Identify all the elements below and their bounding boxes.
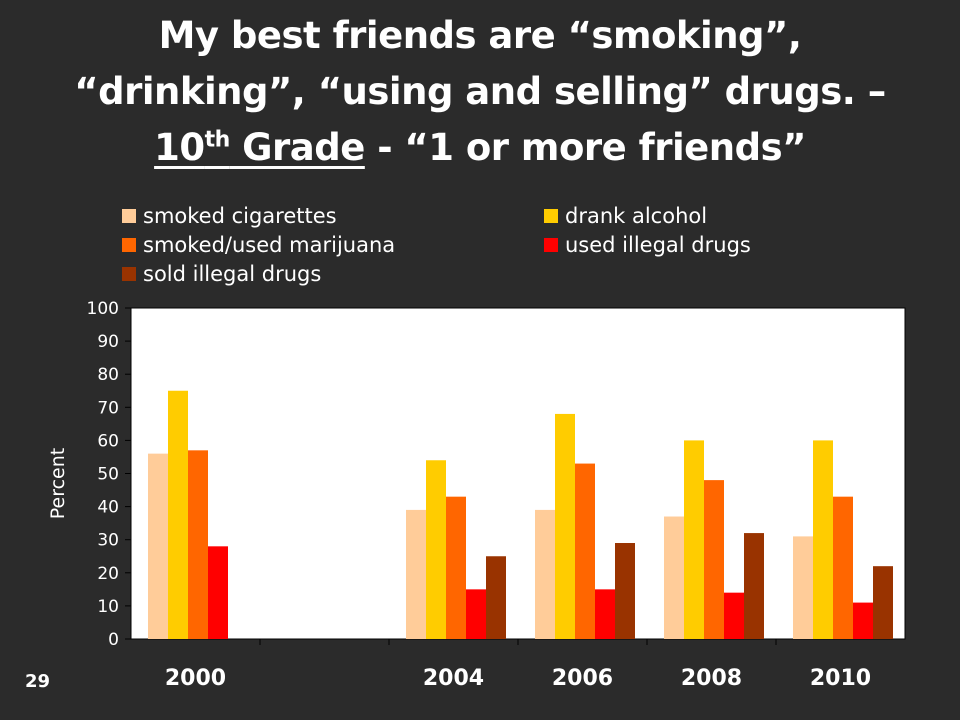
- legend-swatch-smoked-cigarettes: [122, 209, 136, 223]
- title-grade-word: Grade: [229, 126, 365, 169]
- bar-used-illegal-drugs-2008: [724, 592, 744, 639]
- y-tick-label: 20: [97, 564, 119, 584]
- y-tick-label: 60: [97, 431, 119, 451]
- bar-drank-alcohol-2004: [426, 460, 446, 639]
- bar-smoked-used-marijuana-2010: [833, 496, 853, 639]
- bar-smoked-cigarettes-2004: [406, 509, 426, 639]
- bar-sold-illegal-drugs-2010: [873, 566, 893, 639]
- bar-drank-alcohol-2010: [813, 440, 833, 639]
- legend-item-drank-alcohol: drank alcohol: [544, 204, 707, 228]
- title-grade: 10th Grade: [154, 126, 365, 169]
- legend-swatch-used-illegal-drugs: [544, 238, 558, 252]
- legend-swatch-smoked-used-marijuana: [122, 238, 136, 252]
- title-line-2: “drinking”, “using and selling” drugs. –: [74, 70, 886, 113]
- y-tick-label: 100: [87, 299, 119, 319]
- legend-label-smoked-cigarettes: smoked cigarettes: [143, 204, 337, 228]
- title-grade-suffix: th: [204, 127, 231, 153]
- bar-smoked-cigarettes-2008: [664, 516, 684, 639]
- bar-smoked-used-marijuana-2000: [188, 450, 208, 639]
- slide-title: My best friends are “smoking”, “drinking…: [0, 8, 960, 176]
- bar-smoked-cigarettes-2010: [793, 536, 813, 639]
- bar-smoked-used-marijuana-2006: [575, 463, 595, 639]
- y-tick-label: 90: [97, 332, 119, 352]
- legend-label-smoked-used-marijuana: smoked/used marijuana: [143, 233, 396, 257]
- legend-item-sold-illegal-drugs: sold illegal drugs: [122, 262, 321, 286]
- bar-drank-alcohol-2008: [684, 440, 704, 639]
- y-tick-label: 0: [108, 630, 119, 650]
- y-tick-label: 70: [97, 398, 119, 418]
- title-grade-number: 10: [154, 126, 205, 169]
- x-tick-label: 2000: [165, 666, 226, 691]
- legend-label-sold-illegal-drugs: sold illegal drugs: [143, 262, 322, 286]
- y-tick-label: 30: [97, 531, 119, 551]
- y-tick-label: 40: [97, 498, 119, 518]
- y-tick-label: 50: [97, 465, 119, 485]
- x-tick-label: 2008: [681, 666, 742, 691]
- bar-sold-illegal-drugs-2006: [615, 543, 635, 639]
- x-tick-label: 2010: [810, 666, 871, 691]
- bar-smoked-cigarettes-2000: [148, 453, 168, 639]
- legend-label-drank-alcohol: drank alcohol: [565, 204, 708, 228]
- x-tick-label: 2004: [423, 666, 484, 691]
- legend-item-smoked-cigarettes: smoked cigarettes: [122, 204, 337, 228]
- bar-smoked-used-marijuana-2004: [446, 496, 466, 639]
- bar-smoked-used-marijuana-2008: [704, 480, 724, 639]
- bar-used-illegal-drugs-2000: [208, 546, 228, 639]
- bar-used-illegal-drugs-2010: [853, 602, 873, 639]
- legend-swatch-drank-alcohol: [544, 209, 558, 223]
- title-line-1: My best friends are “smoking”,: [158, 14, 802, 57]
- bar-smoked-cigarettes-2006: [535, 509, 555, 639]
- plot-area: [130, 307, 906, 640]
- chart-legend: smoked cigarettes drank alcohol smoked/u…: [122, 200, 822, 296]
- legend-item-smoked-used-marijuana: smoked/used marijuana: [122, 233, 395, 257]
- legend-label-used-illegal-drugs: used illegal drugs: [565, 233, 751, 257]
- title-rest: - “1 or more friends”: [364, 126, 806, 169]
- bar-drank-alcohol-2006: [555, 413, 575, 639]
- y-tick-label: 80: [97, 365, 119, 385]
- bar-sold-illegal-drugs-2008: [744, 533, 764, 639]
- title-line-3: 10th Grade - “1 or more friends”: [0, 120, 960, 176]
- bar-used-illegal-drugs-2004: [466, 589, 486, 639]
- legend-item-used-illegal-drugs: used illegal drugs: [544, 233, 751, 257]
- bar-sold-illegal-drugs-2004: [486, 556, 506, 639]
- y-axis-label: Percent: [47, 448, 69, 520]
- slide-number: 29: [25, 671, 51, 692]
- x-tick-label: 2006: [552, 666, 613, 691]
- bar-used-illegal-drugs-2006: [595, 589, 615, 639]
- y-tick-label: 10: [97, 597, 119, 617]
- legend-swatch-sold-illegal-drugs: [122, 267, 136, 281]
- bar-drank-alcohol-2000: [168, 390, 188, 639]
